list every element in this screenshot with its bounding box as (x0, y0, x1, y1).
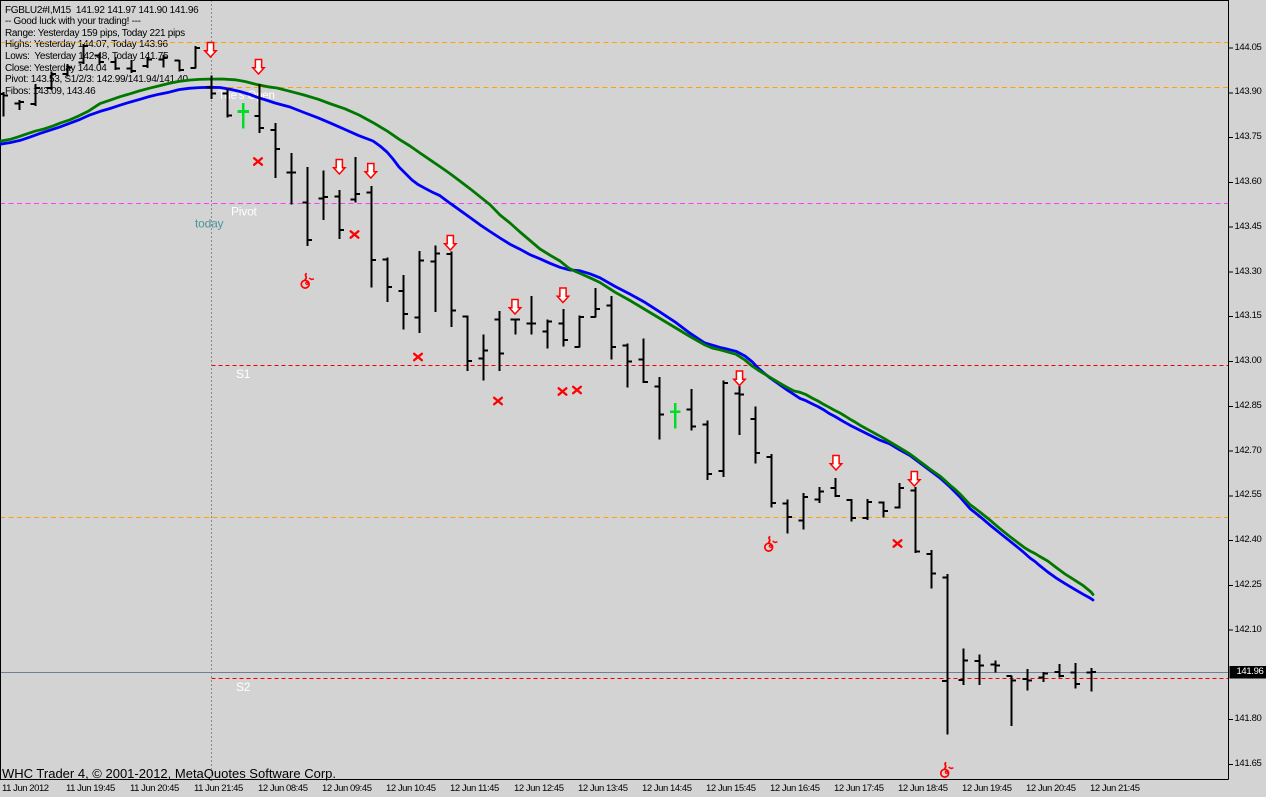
svg-text:Pivot: Pivot (231, 205, 258, 219)
svg-text:S1: S1 (236, 367, 251, 381)
svg-text:S2: S2 (236, 680, 251, 694)
svg-text:today: today (195, 217, 224, 231)
